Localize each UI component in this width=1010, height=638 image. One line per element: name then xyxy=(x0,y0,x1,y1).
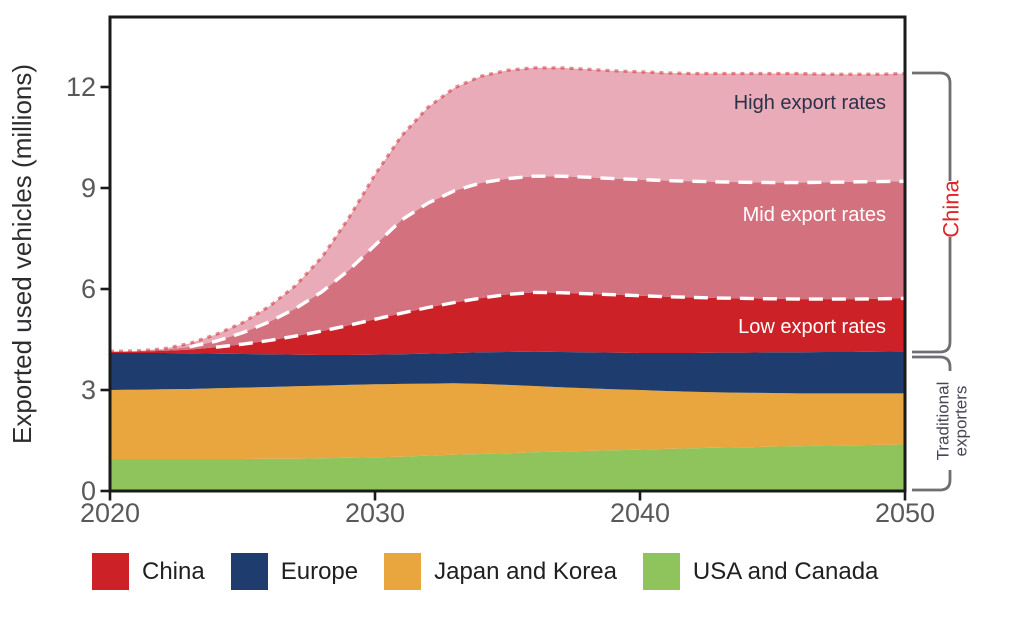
stacked-areas xyxy=(110,67,905,491)
legend-item-europe: Europe xyxy=(230,553,359,590)
legend-swatch-usa-canada xyxy=(642,553,680,590)
legend-swatch-japan-korea xyxy=(384,553,422,590)
china-bracket-label: China xyxy=(939,179,964,237)
x-tick-label-2050: 2050 xyxy=(875,498,935,528)
x-tick-label-2020: 2020 xyxy=(80,498,140,528)
boundary-line-high xyxy=(110,66,905,353)
legend-label-europe: Europe xyxy=(280,557,359,585)
y-tick-label-6: 6 xyxy=(81,274,96,304)
annotation-high-export-rates: High export rates xyxy=(734,92,886,114)
traditional-bracket-upper-segment xyxy=(912,355,952,371)
boundary-line-mid xyxy=(189,174,905,349)
china-bracket: China xyxy=(912,71,964,354)
legend-item-usa-canada: USA and Canada xyxy=(642,553,879,590)
y-tick-label-12: 12 xyxy=(66,72,96,102)
legend-label-usa-canada: USA and Canada xyxy=(692,557,879,585)
legend-label-japan-korea: Japan and Korea xyxy=(434,557,617,585)
area-china-high xyxy=(110,67,905,353)
annotation-mid-export-rates: Mid export rates xyxy=(743,204,886,226)
y-tick-label-9: 9 xyxy=(81,173,96,203)
legend-swatch-china xyxy=(92,553,129,590)
area-usa-canada xyxy=(110,444,905,491)
annotation-low-export-rates: Low export rates xyxy=(738,316,886,338)
traditional-bracket-label-line1: Traditional xyxy=(934,382,953,461)
area-europe xyxy=(110,351,905,394)
scenario-boundary-lines xyxy=(110,66,905,353)
china-bracket-upper-segment xyxy=(912,71,952,181)
legend-label-china: China xyxy=(142,557,205,585)
traditional-bracket-label-line2: exporters xyxy=(952,386,971,457)
area-china-low xyxy=(110,292,905,355)
axes-frame: 2020 2030 2040 2050 0 3 6 9 12 xyxy=(66,15,935,528)
y-axis-title: Exported used vehicles (millions) xyxy=(7,64,37,444)
traditional-bracket-lower-segment xyxy=(912,470,952,492)
boundary-line-low xyxy=(215,290,905,349)
y-tick-label-3: 3 xyxy=(81,375,96,405)
china-bracket-lower-segment xyxy=(912,237,952,354)
legend-item-japan-korea: Japan and Korea xyxy=(384,553,617,590)
y-tick-label-0: 0 xyxy=(81,476,96,506)
legend-item-china: China xyxy=(92,553,205,590)
plot-border xyxy=(108,15,907,493)
x-tick-label-2040: 2040 xyxy=(610,498,670,528)
area-china-mid xyxy=(110,176,905,352)
chart-canvas: 2020 2030 2040 2050 0 3 6 9 12 Exported used veh… xyxy=(7,15,971,528)
traditional-exporters-bracket: Traditional exporters xyxy=(912,355,971,492)
legend-swatch-europe xyxy=(230,553,268,590)
area-japan-korea xyxy=(110,383,905,459)
x-tick-label-2030: 2030 xyxy=(345,498,405,528)
legend: China Europe Japan and Korea USA and Canada xyxy=(92,553,878,590)
